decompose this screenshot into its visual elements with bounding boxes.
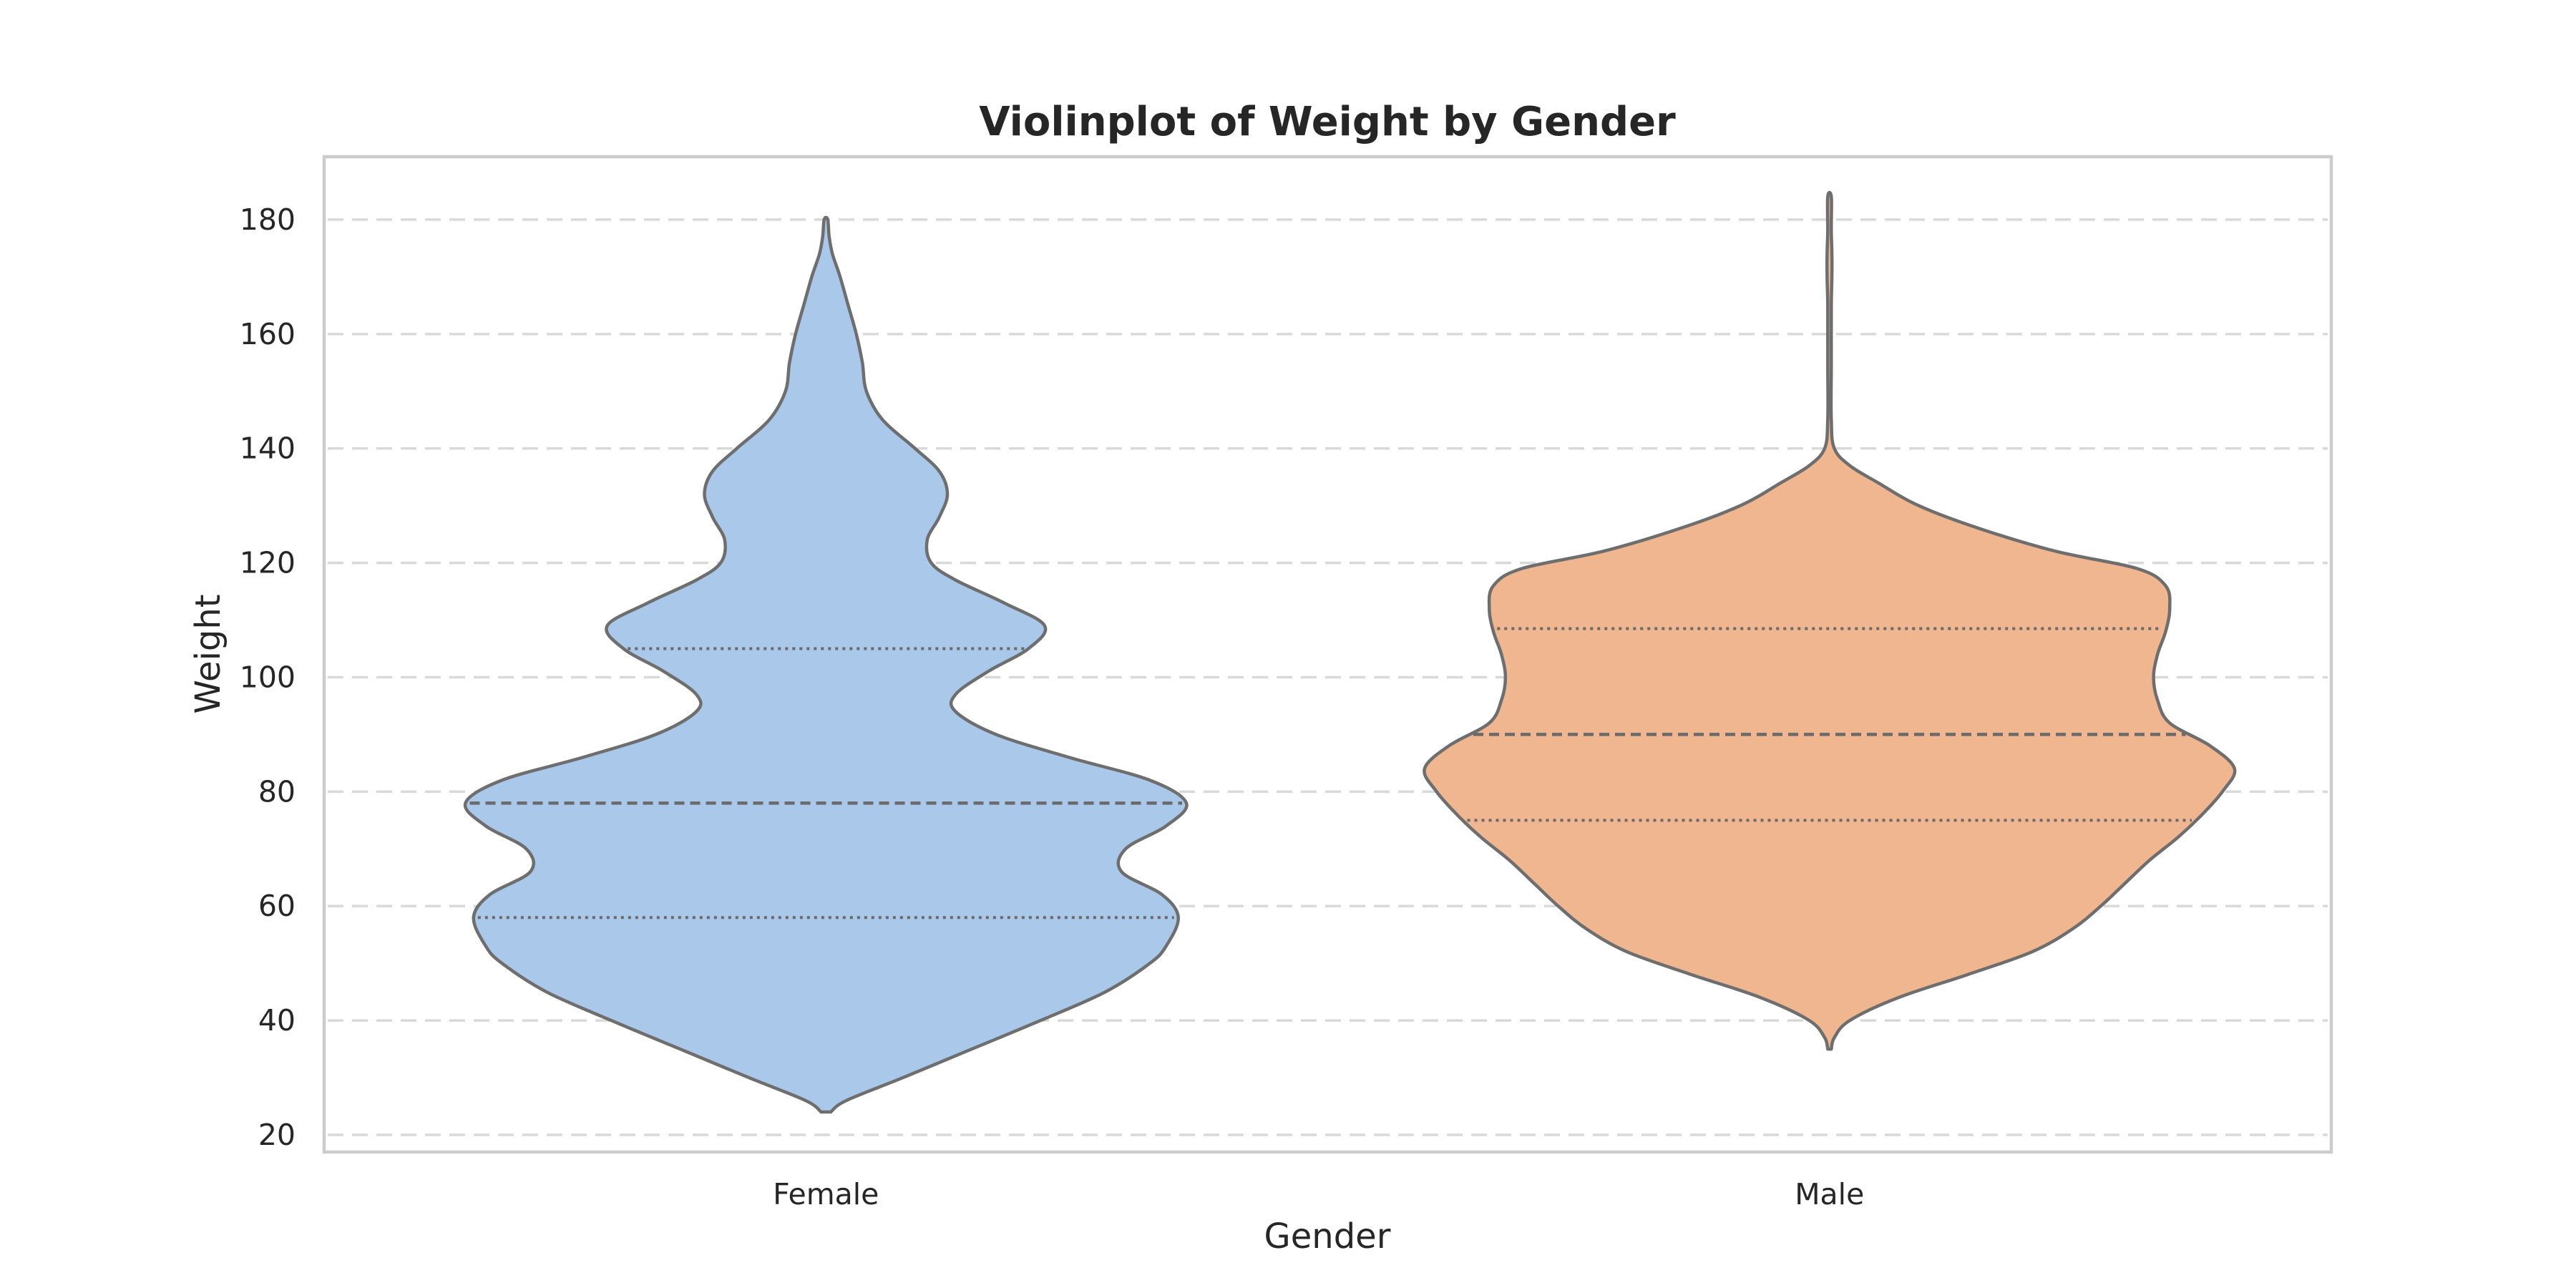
plot-frame: [322, 155, 2333, 1154]
x-tick-label-female: Female: [773, 1177, 879, 1211]
y-tick-labels: 20 40 60 80 100 120 140 160 180: [240, 203, 296, 1152]
y-tick-label-60: 60: [258, 889, 296, 923]
y-tick-label-100: 100: [240, 660, 296, 694]
violin-body-female: [463, 215, 1189, 1114]
violin-male: [1423, 190, 2237, 1051]
x-axis-label: Gender: [1264, 1216, 1391, 1257]
y-tick-label-140: 140: [240, 431, 296, 466]
y-tick-label-40: 40: [258, 1003, 296, 1038]
x-tick-labels: Female Male: [773, 1177, 1864, 1211]
y-tick-label-120: 120: [240, 546, 296, 580]
y-tick-label-20: 20: [258, 1118, 296, 1152]
y-tick-label-180: 180: [240, 203, 296, 237]
violins: [463, 190, 2237, 1114]
violin-female: [463, 215, 1189, 1114]
y-tick-label-160: 160: [240, 317, 296, 351]
violin-body-male: [1423, 190, 2237, 1051]
y-tick-label-80: 80: [258, 774, 296, 809]
x-tick-label-male: Male: [1795, 1177, 1864, 1211]
chart-title: Violinplot of Weight by Gender: [979, 99, 1676, 145]
y-axis-label: Weight: [188, 594, 228, 713]
